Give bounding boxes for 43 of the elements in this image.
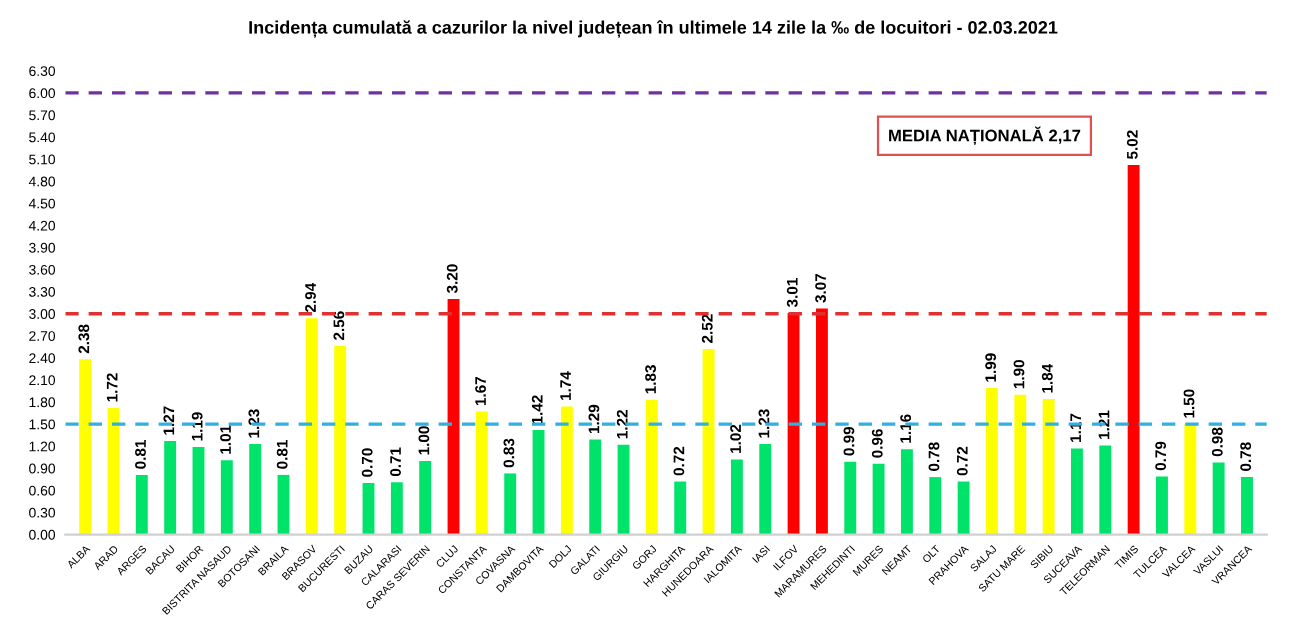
bar [787, 312, 800, 535]
bar [900, 449, 913, 535]
bar [929, 477, 942, 535]
bar [1184, 424, 1197, 535]
bar [79, 359, 92, 535]
bar [532, 430, 545, 535]
bar [504, 473, 517, 535]
bar [589, 439, 602, 535]
bar [702, 349, 715, 535]
bar [305, 318, 318, 535]
bar [1042, 399, 1055, 535]
bar [872, 463, 885, 535]
bar [390, 482, 403, 535]
bar [730, 459, 743, 535]
bar [617, 444, 630, 535]
bar [1127, 165, 1140, 535]
bar [419, 460, 432, 535]
bar [815, 308, 828, 535]
bar [645, 399, 658, 535]
bar [759, 443, 772, 535]
annotation: MEDIA NAȚIONALĂ 2,17 [889, 126, 1081, 145]
bar [560, 406, 573, 535]
bar [1071, 448, 1083, 535]
bar [1099, 445, 1112, 535]
bar [1156, 476, 1168, 535]
bar [192, 446, 205, 535]
chart-title: Incidența cumulată a cazurilor la nivel județean în ultimele 14 zile la ‰ de locuitori - 02.03.2021 [249, 20, 1058, 38]
bar [985, 388, 998, 535]
bar [957, 481, 970, 535]
bar [220, 460, 233, 535]
bar [334, 346, 347, 535]
bar [1014, 394, 1027, 535]
bar [475, 411, 488, 535]
bar [277, 474, 290, 535]
bar [674, 481, 687, 535]
bar [164, 441, 177, 535]
bar [1212, 462, 1225, 535]
bar [249, 443, 262, 535]
bar [447, 299, 460, 535]
bar [135, 474, 148, 535]
bar [362, 483, 375, 535]
bar [1241, 477, 1253, 535]
bar [844, 461, 857, 535]
